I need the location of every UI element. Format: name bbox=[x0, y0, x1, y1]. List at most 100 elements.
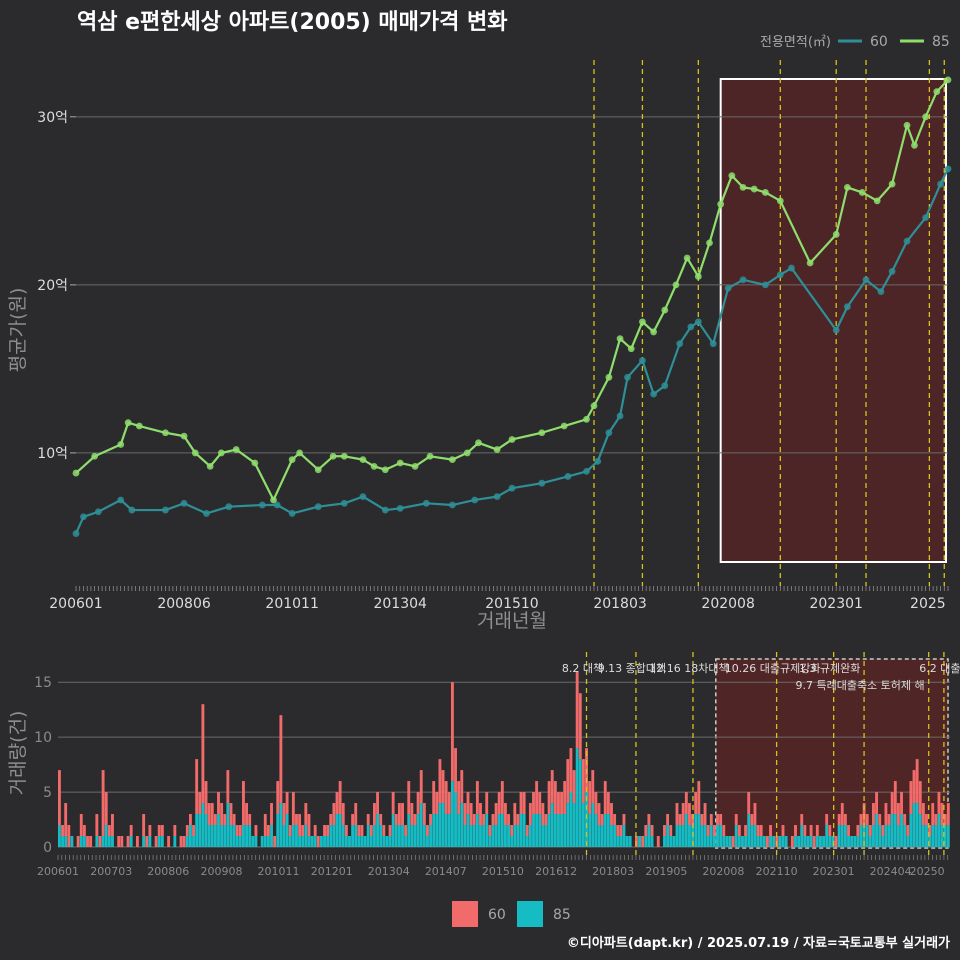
volume-bar-85 bbox=[104, 825, 108, 847]
volume-bar-60 bbox=[435, 792, 439, 815]
volume-bar-85 bbox=[934, 825, 938, 847]
volume-bar-60 bbox=[550, 770, 554, 804]
volume-bar-85 bbox=[890, 814, 894, 847]
volume-bar-85 bbox=[341, 825, 345, 847]
volume-bar-60 bbox=[111, 814, 114, 837]
series-point-85 bbox=[396, 459, 404, 467]
volume-bar-60 bbox=[485, 792, 489, 815]
volume-bar-60 bbox=[594, 792, 598, 815]
volume-bar-85 bbox=[251, 836, 255, 847]
volume-bar-60 bbox=[716, 814, 719, 826]
volume-bar-85 bbox=[803, 836, 807, 847]
volume-bar-85 bbox=[463, 825, 467, 847]
series-point-60 bbox=[180, 499, 188, 507]
volume-bar-60 bbox=[61, 825, 64, 837]
series-point-85 bbox=[583, 415, 590, 423]
series-point-60 bbox=[162, 506, 169, 514]
volume-bar-85 bbox=[606, 814, 610, 847]
volume-bar-60 bbox=[154, 836, 158, 847]
volume-bar-60 bbox=[354, 803, 358, 826]
volume-bar-60 bbox=[142, 814, 146, 837]
volume-bar-60 bbox=[504, 803, 507, 826]
volume-bar-60 bbox=[734, 814, 738, 826]
volume-bar-60 bbox=[217, 792, 220, 815]
series-point-60 bbox=[359, 493, 367, 501]
volume-bar-60 bbox=[675, 803, 679, 826]
volume-bar-85 bbox=[401, 825, 404, 847]
volume-bar-85 bbox=[600, 825, 604, 847]
volume-bar-60 bbox=[588, 781, 592, 815]
volume-bar-85 bbox=[195, 814, 199, 847]
volume-bar-60 bbox=[513, 803, 517, 826]
series-point-60 bbox=[594, 457, 602, 465]
volume-x-tick-label: 201304 bbox=[368, 865, 410, 878]
chart-title: 역삼 e편한세상 아파트(2005) 매매가격 변화 bbox=[77, 10, 508, 35]
series-point-60 bbox=[117, 496, 125, 504]
volume-x-tick-label: 200908 bbox=[200, 865, 242, 878]
volume-bar-60 bbox=[900, 792, 903, 815]
series-point-85 bbox=[888, 180, 896, 188]
volume-bar-85 bbox=[772, 836, 776, 847]
series-point-60 bbox=[639, 357, 646, 364]
volume-bar-60 bbox=[391, 792, 395, 815]
volume-bar-60 bbox=[931, 803, 935, 826]
volume-bar-60 bbox=[934, 814, 938, 826]
volume-bar-85 bbox=[357, 836, 361, 847]
volume-bar-85 bbox=[111, 836, 114, 847]
volume-bar-60 bbox=[373, 803, 376, 826]
volume-bar-85 bbox=[351, 825, 355, 847]
volume-bar-60 bbox=[684, 792, 688, 815]
volume-bar-85 bbox=[235, 836, 239, 847]
volume-bar-85 bbox=[429, 825, 433, 847]
volume-bar-85 bbox=[64, 836, 68, 847]
volume-bar-85 bbox=[541, 825, 545, 847]
volume-bar-60 bbox=[270, 803, 273, 826]
volume-bar-85 bbox=[666, 825, 670, 847]
series-point-85 bbox=[933, 88, 941, 96]
volume-bar-85 bbox=[450, 781, 454, 847]
volume-bar-60 bbox=[404, 825, 408, 837]
volume-bar-60 bbox=[479, 803, 482, 826]
volume-bar-85 bbox=[535, 814, 539, 847]
volume-bar-60 bbox=[304, 803, 308, 826]
volume-bar-85 bbox=[307, 836, 311, 847]
volume-bar-60 bbox=[266, 825, 270, 837]
volume-bar-60 bbox=[756, 825, 760, 837]
volume-bar-60 bbox=[273, 836, 277, 847]
volume-bar-85 bbox=[310, 836, 314, 847]
bar-legend-swatch-85 bbox=[517, 901, 543, 927]
series-point-85 bbox=[843, 183, 851, 191]
volume-bar-60 bbox=[210, 803, 214, 826]
volume-x-tick-label: 201803 bbox=[592, 865, 634, 878]
series-point-85 bbox=[911, 141, 918, 149]
series-point-60 bbox=[687, 323, 695, 331]
volume-bar-60 bbox=[86, 836, 89, 847]
series-point-85 bbox=[251, 459, 259, 467]
volume-bar-60 bbox=[313, 825, 317, 837]
volume-bar-85 bbox=[875, 814, 879, 847]
volume-bar-60 bbox=[441, 770, 445, 804]
volume-bar-60 bbox=[494, 803, 498, 826]
volume-bar-60 bbox=[95, 814, 99, 837]
volume-bar-85 bbox=[295, 825, 298, 847]
series-point-60 bbox=[508, 484, 516, 492]
volume-bar-60 bbox=[700, 814, 704, 826]
volume-bar-85 bbox=[628, 836, 632, 847]
volume-bar-85 bbox=[519, 814, 523, 847]
volume-bar-85 bbox=[650, 836, 654, 847]
volume-bar-60 bbox=[928, 825, 932, 837]
volume-bar-60 bbox=[351, 814, 355, 826]
volume-bar-85 bbox=[663, 836, 666, 847]
volume-bar-85 bbox=[946, 825, 950, 847]
volume-bar-60 bbox=[765, 836, 769, 847]
series-point-85 bbox=[922, 113, 930, 121]
series-point-85 bbox=[314, 466, 322, 474]
volume-bar-60 bbox=[678, 814, 682, 826]
volume-bar-60 bbox=[943, 814, 947, 826]
volume-bar-85 bbox=[709, 825, 713, 847]
volume-bar-60 bbox=[547, 781, 551, 815]
series-point-85 bbox=[590, 402, 598, 410]
price-y-axis-title: 평균가(원) bbox=[7, 288, 29, 373]
volume-bar-60 bbox=[500, 781, 504, 815]
